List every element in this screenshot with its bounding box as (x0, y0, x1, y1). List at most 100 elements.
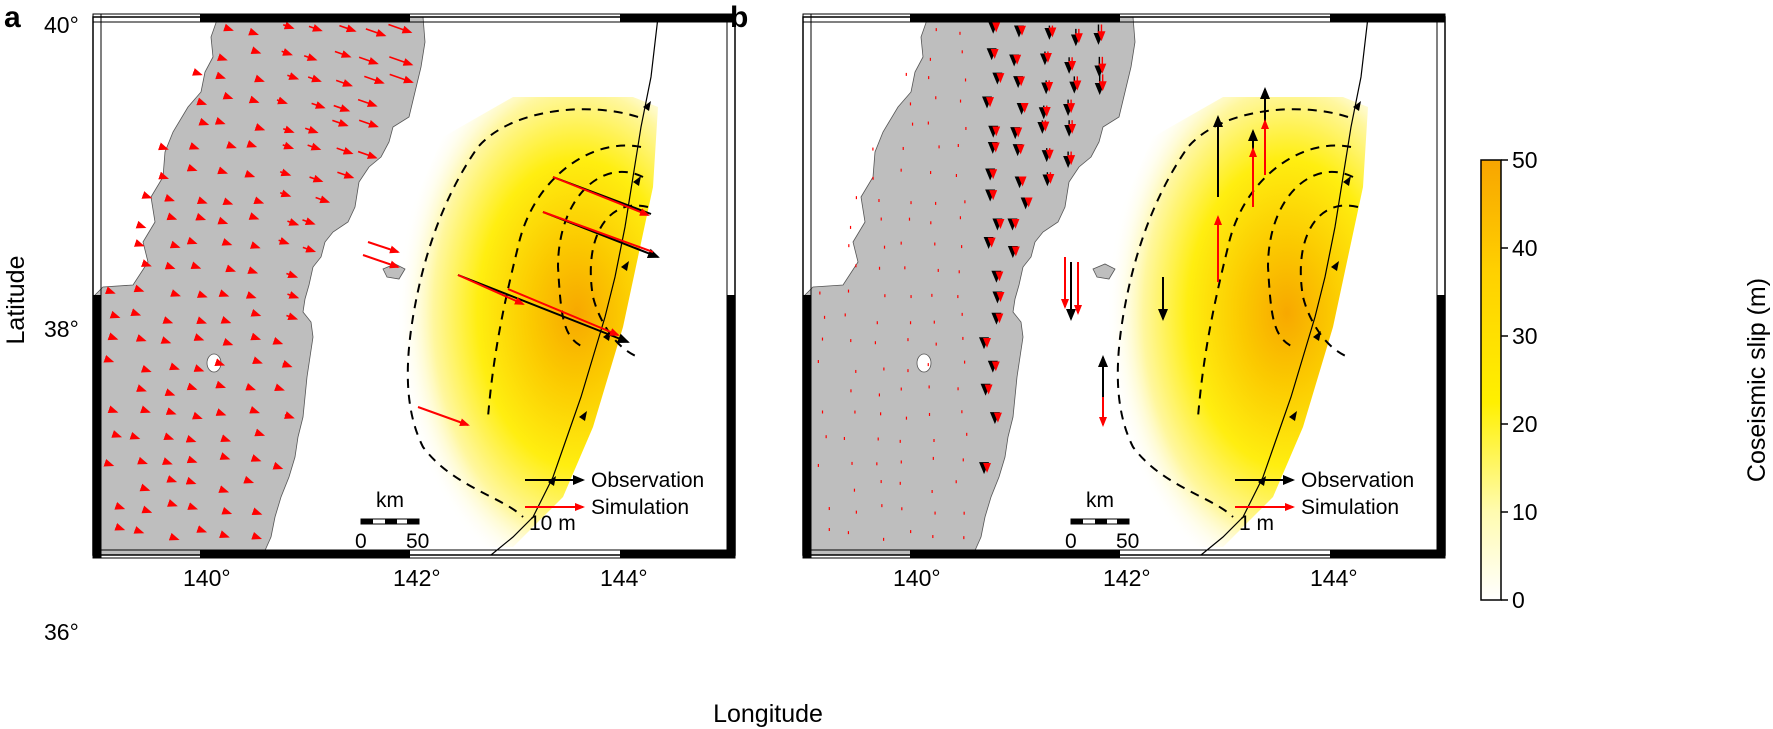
legend-scale: 1 m (1239, 512, 1274, 535)
colorbar-tick-10: 10 (1512, 499, 1538, 525)
station-vector (219, 530, 230, 538)
vector-field (103, 21, 414, 541)
station-vector (109, 310, 121, 319)
station-vector (303, 53, 318, 61)
station-vector (243, 475, 255, 484)
station-vector (358, 119, 379, 128)
lat-tick-38: 38° (44, 316, 79, 342)
station-vector (163, 432, 175, 441)
station-vector (165, 407, 177, 415)
station-vector (286, 312, 299, 321)
station-vector (166, 475, 178, 483)
station-vector (365, 28, 387, 37)
contours (406, 108, 649, 518)
station-vector (214, 358, 226, 366)
scale-bar-a: km 0 50 (355, 489, 429, 553)
station-vector (129, 431, 141, 440)
station-vector (214, 117, 226, 125)
station-vector (222, 338, 234, 346)
legend-scale: 10 m (529, 512, 576, 535)
station-vector (388, 23, 413, 34)
colorbar-scale (1480, 159, 1502, 601)
station-vector (217, 166, 228, 175)
station-vector (282, 21, 295, 30)
scale-zero: 0 (1065, 530, 1077, 553)
station-vector (219, 452, 231, 460)
station-vector (245, 382, 257, 391)
station-vector (164, 261, 176, 270)
station-vector (254, 123, 266, 131)
station-vector (302, 244, 317, 253)
panel-letter-a: a (4, 1, 21, 34)
station-vector (221, 506, 233, 515)
station-vector (225, 264, 236, 273)
station-vector (250, 308, 262, 317)
station-vector (193, 364, 205, 372)
station-vector (133, 526, 145, 534)
station-vector (186, 455, 198, 464)
station-vector (304, 125, 319, 134)
panel-a: Observation Simulation 10 m km 0 50 (92, 13, 736, 559)
station-vector (357, 98, 378, 107)
legend-observation: Observation (1301, 469, 1414, 492)
station-vector (281, 48, 293, 56)
station-vector (185, 434, 197, 443)
station-vector (162, 316, 174, 324)
station-vector (186, 163, 198, 172)
station-vector (168, 532, 180, 541)
offshore-vectors (362, 176, 660, 427)
station-vector (196, 525, 208, 533)
station-vector (103, 355, 115, 363)
station-vector (254, 74, 265, 83)
station-vector (192, 68, 203, 76)
station-vector (135, 334, 147, 342)
station-vector (140, 364, 152, 373)
station-vector (215, 380, 227, 389)
station-vector (287, 72, 300, 80)
station-vector (282, 125, 295, 134)
lon-tick-140-a: 140° (183, 565, 231, 591)
station-vector (185, 476, 197, 485)
lat-tick-36: 36° (44, 619, 79, 645)
station-vector (281, 360, 293, 368)
station-vector (186, 382, 198, 391)
station-vector (193, 333, 205, 341)
station-vector (334, 50, 352, 58)
colorbar-tick-40: 40 (1512, 235, 1538, 261)
contours (1116, 108, 1359, 518)
station-vector (186, 236, 198, 245)
colorbar-tick-0: 0 (1512, 587, 1525, 613)
station-vector (252, 356, 263, 364)
station-vector (167, 499, 178, 507)
lon-tick-142-b: 142° (1103, 565, 1151, 591)
scale-unit: km (1086, 489, 1114, 512)
station-vector (222, 197, 234, 206)
station-vector (190, 261, 202, 270)
station-vector (195, 212, 207, 221)
station-vector (216, 53, 228, 61)
station-vector (114, 502, 126, 510)
station-vector (251, 507, 263, 516)
station-vector (248, 212, 260, 220)
legend-observation: Observation (591, 469, 704, 492)
slip-distribution (368, 97, 658, 547)
panel-letter-b: b (730, 1, 748, 34)
slip-distribution (1078, 97, 1368, 547)
station-vector (364, 75, 385, 85)
legend-simulation: Simulation (1301, 496, 1399, 519)
station-vector (226, 141, 237, 149)
station-vector (221, 238, 233, 246)
station-vector (158, 171, 170, 180)
station-vector (309, 174, 324, 183)
station-vector (215, 408, 227, 416)
station-vector (282, 141, 295, 150)
legend-a: Observation Simulation 10 m (525, 469, 704, 535)
station-vector (136, 384, 147, 392)
station-vector (137, 456, 148, 465)
station-vector (287, 291, 300, 299)
station-vector (198, 117, 210, 126)
station-vector (389, 73, 414, 84)
station-vector (220, 434, 232, 442)
station-vector (135, 220, 147, 229)
